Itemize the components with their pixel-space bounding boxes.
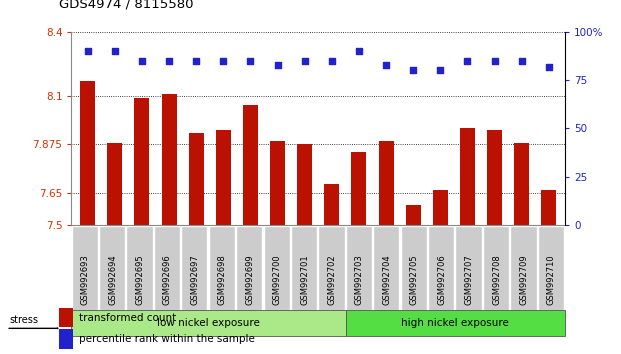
Point — [191, 58, 201, 64]
Point — [219, 58, 229, 64]
Text: GDS4974 / 8115580: GDS4974 / 8115580 — [59, 0, 194, 11]
Text: GSM992708: GSM992708 — [492, 254, 501, 305]
Bar — [243, 105, 258, 225]
Point — [300, 58, 310, 64]
Point — [463, 58, 473, 64]
Text: GSM992706: GSM992706 — [437, 254, 446, 305]
Bar — [297, 144, 312, 225]
Bar — [379, 141, 394, 225]
Text: GSM992710: GSM992710 — [547, 254, 556, 305]
Text: GSM992697: GSM992697 — [191, 254, 199, 305]
Bar — [270, 141, 285, 225]
Bar — [487, 131, 502, 225]
Text: GSM992695: GSM992695 — [135, 254, 145, 305]
Text: high nickel exposure: high nickel exposure — [401, 318, 509, 328]
Bar — [216, 131, 231, 225]
Bar — [161, 94, 176, 225]
Point — [273, 62, 283, 68]
Bar — [189, 133, 204, 225]
Text: GSM992698: GSM992698 — [218, 254, 227, 305]
Bar — [460, 129, 475, 225]
Text: GSM992700: GSM992700 — [273, 254, 281, 305]
Point — [435, 68, 445, 73]
Text: transformed count: transformed count — [79, 313, 176, 323]
Point — [245, 58, 255, 64]
Point — [544, 64, 554, 69]
Text: GSM992693: GSM992693 — [81, 254, 89, 305]
Bar — [135, 98, 150, 225]
Text: GSM992696: GSM992696 — [163, 254, 172, 305]
Text: GSM992699: GSM992699 — [245, 254, 254, 305]
Point — [164, 58, 174, 64]
Text: GSM992705: GSM992705 — [410, 254, 419, 305]
Bar — [542, 190, 556, 225]
Text: stress: stress — [9, 315, 39, 325]
Point — [517, 58, 527, 64]
Point — [83, 48, 93, 54]
Point — [354, 48, 364, 54]
Text: GSM992702: GSM992702 — [327, 254, 337, 305]
Text: GSM992694: GSM992694 — [108, 254, 117, 305]
Text: GSM992704: GSM992704 — [383, 254, 391, 305]
Bar — [406, 206, 420, 225]
Bar — [433, 190, 448, 225]
Point — [408, 68, 418, 73]
Text: GSM992701: GSM992701 — [300, 254, 309, 305]
Point — [110, 48, 120, 54]
Text: GSM992709: GSM992709 — [520, 254, 528, 305]
Point — [489, 58, 499, 64]
Bar — [351, 152, 366, 225]
Text: GSM992703: GSM992703 — [355, 254, 364, 305]
Point — [381, 62, 391, 68]
Text: GSM992707: GSM992707 — [465, 254, 474, 305]
Text: low nickel exposure: low nickel exposure — [157, 318, 260, 328]
Point — [327, 58, 337, 64]
Bar — [324, 184, 339, 225]
Text: percentile rank within the sample: percentile rank within the sample — [79, 334, 255, 344]
Bar — [80, 81, 95, 225]
Bar — [107, 143, 122, 225]
Bar — [514, 143, 529, 225]
Point — [137, 58, 147, 64]
